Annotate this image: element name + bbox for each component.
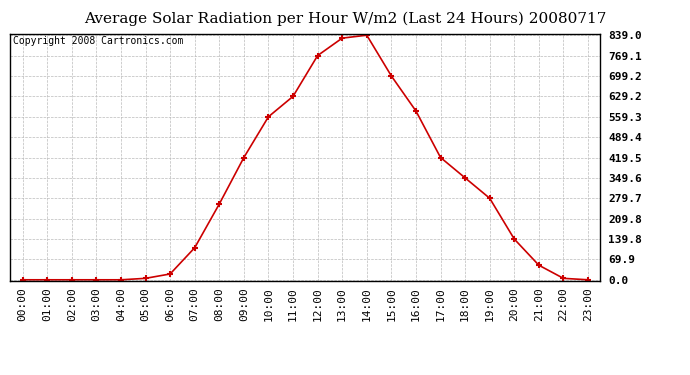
Text: Average Solar Radiation per Hour W/m2 (Last 24 Hours) 20080717: Average Solar Radiation per Hour W/m2 (L… [83, 11, 607, 26]
Text: Copyright 2008 Cartronics.com: Copyright 2008 Cartronics.com [13, 36, 184, 46]
